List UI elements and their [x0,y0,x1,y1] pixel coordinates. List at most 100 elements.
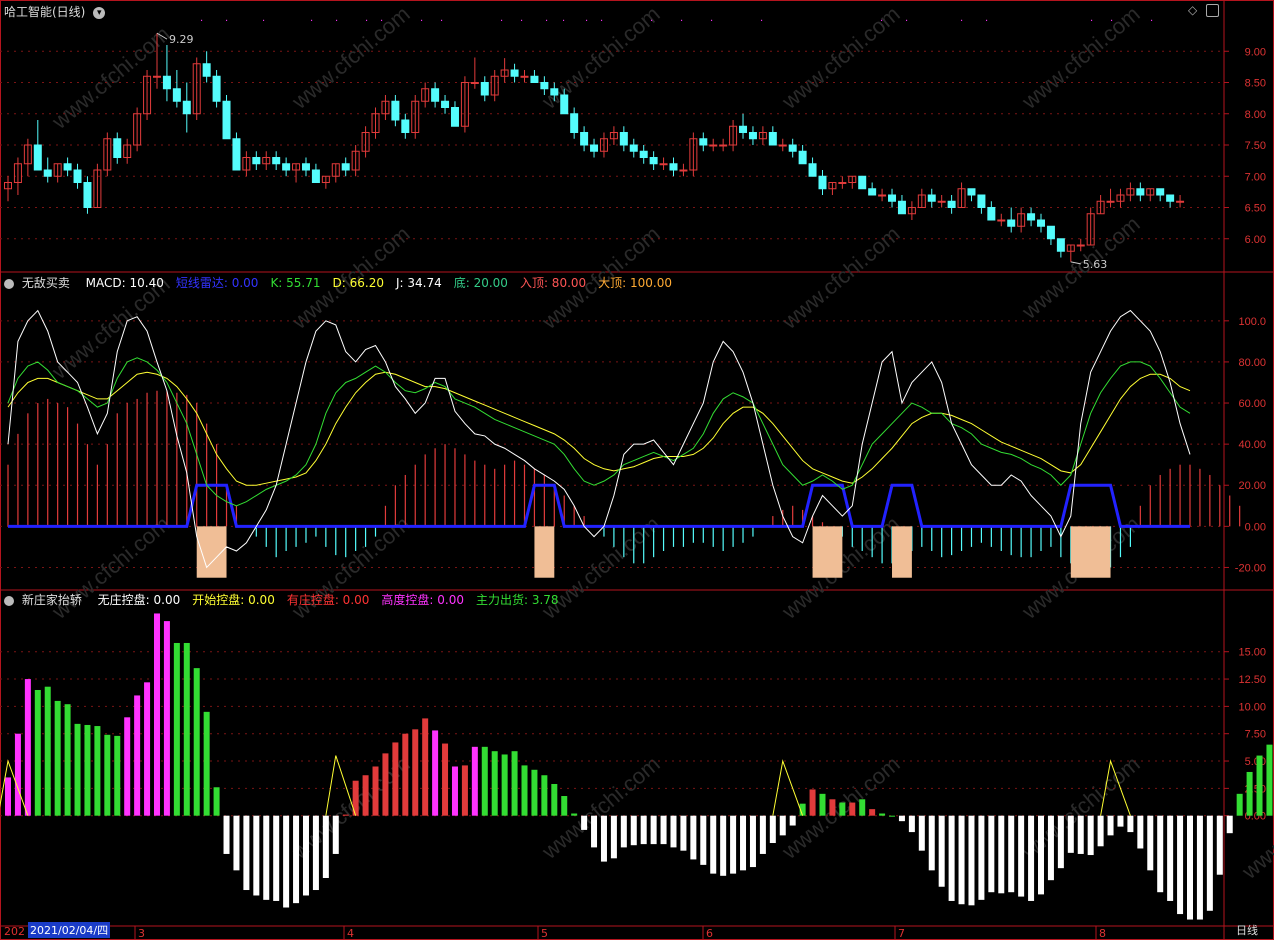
candle-body [1037,219,1046,227]
y-tick-label: 10.00 [1238,701,1266,713]
candle-body [83,182,92,208]
candle-body [1096,200,1105,215]
period-label[interactable]: 日线 [1236,924,1258,937]
indicator-value: MACD: 10.40 [85,276,164,290]
y-tick-label: 80.00 [1238,357,1266,369]
indicator-expand-icon[interactable] [4,595,14,606]
zhuang-bar [819,793,826,816]
zhuang-bar [511,751,518,816]
candle-body [729,125,738,146]
zhuang-bar [442,743,449,816]
candle-body [778,144,787,147]
candle-body [490,75,499,96]
candle-body [818,175,827,190]
candle-body [450,107,459,127]
candle-body [590,144,599,152]
zhuang-bar [551,783,558,816]
zhuang-bar [54,700,61,816]
zhuang-bar [968,815,975,906]
zhuang-bar [332,815,339,854]
indicator-value: J: 34.74 [395,276,442,290]
candle-body [888,194,897,202]
candle-body [411,100,420,133]
candle-body [252,157,261,165]
zhuang-bar [362,775,369,816]
zhuang-bar [352,780,359,816]
radar-line [8,483,1190,528]
y-tick-label: 7.00 [1245,171,1266,183]
y-tick-label: 6.50 [1245,203,1266,215]
x-first-label: 202 [4,925,25,938]
candle-body [242,157,251,171]
candle-body [937,200,946,203]
zhuang-bar [1057,815,1064,869]
signal-dot: · [710,16,713,27]
candle-body [679,169,688,172]
candle-body [788,144,797,152]
zhuang-bar [1226,815,1233,834]
candle-body [719,144,728,147]
candle-body [222,100,231,140]
candle-body [1007,219,1016,227]
watermark-text: www.cfchi.com [776,221,904,334]
candle-body [748,132,757,140]
zhuang-bar [24,679,31,816]
zhuang-bar [1127,815,1134,833]
candle-body [798,150,807,165]
candle-body [619,132,628,146]
candle-body [639,150,648,158]
chevron-down-icon[interactable]: ▾ [93,6,106,19]
zhuang-bar [1266,744,1273,816]
zhuang-bar [789,815,796,826]
indicator-value: 无庄控盘: 0.00 [97,593,181,607]
zhuang-bar [382,753,389,816]
candle-body [560,94,569,115]
indicator-expand-icon[interactable] [4,278,14,289]
zhuang-bar [581,815,588,830]
candle-body [480,82,489,96]
zhuang-bar [1107,815,1114,836]
candle-body [1116,194,1125,202]
candle-body [828,182,837,190]
zhuang-bar [471,746,478,816]
candle-body [162,75,171,90]
zhuang-bar [461,765,468,816]
y-tick-label: 15.00 [1238,647,1266,659]
zhuang-bar [94,726,101,816]
zhuang-bar [630,815,637,846]
candle-body [609,132,618,140]
candle-body [292,163,301,171]
candle-body [927,194,936,202]
zhuang-bar [243,815,250,891]
candle-body [272,157,281,165]
signal-dot: · [760,16,763,27]
kdj-k-line [7,357,1191,507]
zhuang-bar [740,815,747,871]
zhuang-bar [104,734,111,816]
signal-dot: · [600,16,603,27]
zhuang-bar [531,769,538,816]
signal-dot: · [310,16,313,27]
signal-dot: · [262,16,265,27]
zhuang-bar [769,815,776,844]
signal-dot: · [985,16,988,27]
zhuang-bar [1157,815,1164,893]
candle-body [1176,200,1185,203]
indicator-value: 大顶: 100.00 [598,276,673,290]
start-signal-line [0,759,29,816]
zhuang-bar [1206,815,1213,911]
candle-body [739,125,748,133]
diamond-icon[interactable]: ◇ [1188,3,1198,17]
y-tick-label: 9.00 [1245,46,1266,58]
zhuang-bar [501,754,508,816]
zhuang-bar [372,766,379,816]
candle-body [321,175,330,183]
y-tick-label: 100.0 [1238,316,1266,328]
settings-icon[interactable] [1206,4,1219,17]
zhuang-bar [451,766,458,816]
zhuang-bar [223,815,230,854]
zhuang-bar [1028,815,1035,901]
zhuang-bar [1187,815,1193,920]
zhuang-bar [1047,815,1054,881]
